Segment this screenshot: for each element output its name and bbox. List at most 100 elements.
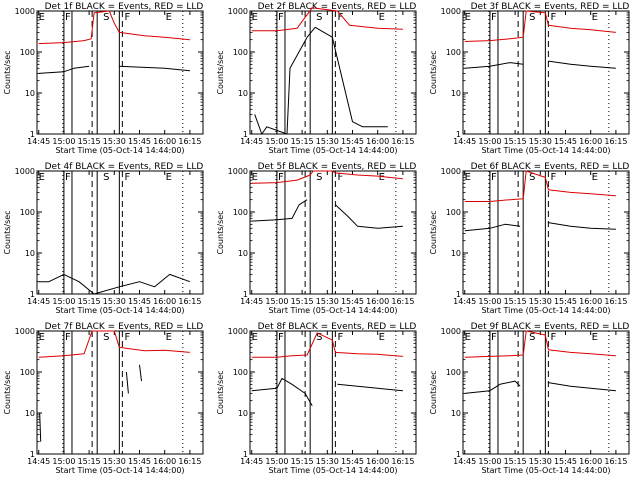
x-tick-label: 15:45 <box>128 297 151 306</box>
y-tick-label: 1000 <box>441 327 461 336</box>
series-line-2 <box>251 7 403 32</box>
x-tick-label: 15:15 <box>504 457 527 466</box>
x-tick-label: 16:15 <box>604 297 627 306</box>
x-tick-label: 15:00 <box>265 137 288 146</box>
x-tick-label: 16:00 <box>579 137 602 146</box>
series-line-2 <box>464 170 616 202</box>
y-axis-label: Counts/sec <box>216 210 225 254</box>
x-tick-label: 16:00 <box>153 137 176 146</box>
region-label: F <box>125 172 131 183</box>
y-tick-label: 1000 <box>441 167 461 176</box>
chart-panel-9: Det 9f BLACK = Events, RED = LLD 1 10 100 10… <box>429 322 630 475</box>
x-tick-label: 14:45 <box>240 297 263 306</box>
y-tick-label: 10 <box>25 89 35 98</box>
x-tick-label: 16:15 <box>178 297 201 306</box>
x-tick-label: 15:30 <box>103 137 126 146</box>
y-tick-label: 10 <box>238 409 248 418</box>
y-tick-label: 1000 <box>15 327 35 336</box>
y-tick-label: 1 <box>243 450 248 459</box>
y-tick-label: 1000 <box>228 327 248 336</box>
x-tick-label: 14:45 <box>27 297 50 306</box>
x-tick-label: 15:15 <box>504 137 527 146</box>
plot-frame <box>36 170 204 295</box>
series-line-2 <box>464 10 616 42</box>
y-tick-label: 1000 <box>441 7 461 16</box>
region-label: E <box>465 12 471 23</box>
region-label: S <box>316 172 322 183</box>
region-label: E <box>252 172 258 183</box>
region-label: F <box>65 332 71 343</box>
y-tick-label: 100 <box>446 368 461 377</box>
x-tick-label: 15:45 <box>341 297 364 306</box>
y-axis-label: Counts/sec <box>216 370 225 414</box>
region-label: E <box>379 12 385 23</box>
chart-title: Det 1f BLACK = Events, RED = LLD <box>45 2 204 12</box>
x-tick-label: 15:30 <box>529 457 552 466</box>
region-label: S <box>103 172 109 183</box>
y-tick-label: 10 <box>451 89 461 98</box>
chart-panel-5: Det 5f BLACK = Events, RED = LLD 1 10 100 10… <box>216 162 417 315</box>
x-tick-label: 15:30 <box>316 297 339 306</box>
x-tick-label: 16:15 <box>604 457 627 466</box>
x-tick-label: 14:45 <box>453 297 476 306</box>
x-tick-label: 15:00 <box>478 137 501 146</box>
chart-panel-7: Det 7f BLACK = Events, RED = LLD 1 10 100 10… <box>3 322 204 475</box>
x-tick-label: 15:45 <box>554 297 577 306</box>
y-tick-label: 10 <box>451 409 461 418</box>
region-label: E <box>379 332 385 343</box>
x-tick-label: 16:15 <box>391 457 414 466</box>
region-label: E <box>166 12 172 23</box>
y-tick-label: 100 <box>20 48 35 57</box>
x-tick-label: 14:45 <box>240 137 263 146</box>
x-tick-label: 14:45 <box>453 457 476 466</box>
y-tick-label: 10 <box>451 249 461 258</box>
y-tick-label: 1 <box>243 290 248 299</box>
x-tick-label: 14:45 <box>453 137 476 146</box>
x-tick-label: 15:45 <box>128 457 151 466</box>
region-label: F <box>125 332 131 343</box>
y-tick-label: 1 <box>456 450 461 459</box>
x-tick-label: 16:15 <box>604 137 627 146</box>
region-label: S <box>316 332 322 343</box>
x-axis-label: Start Time (05-Oct-14 14:44:00) <box>55 306 184 315</box>
x-axis-label: Start Time (05-Oct-14 14:44:00) <box>481 306 610 315</box>
y-tick-label: 1000 <box>15 7 35 16</box>
chart-title: Det 2f BLACK = Events, RED = LLD <box>258 2 417 12</box>
series-line-2 <box>464 330 616 358</box>
series-line-2 <box>38 10 190 45</box>
chart-title: Det 8f BLACK = Events, RED = LLD <box>258 322 417 332</box>
chart-title: Det 3f BLACK = Events, RED = LLD <box>471 2 630 12</box>
plot-frame <box>36 330 204 455</box>
series-line-1 <box>251 199 403 229</box>
x-axis-label: Start Time (05-Oct-14 14:44:00) <box>481 466 610 475</box>
y-axis-label: Counts/sec <box>429 210 438 254</box>
y-tick-label: 1000 <box>228 167 248 176</box>
chart-title: Det 4f BLACK = Events, RED = LLD <box>45 162 204 172</box>
region-label: E <box>592 12 598 23</box>
x-tick-label: 15:15 <box>291 297 314 306</box>
region-label: F <box>551 12 557 23</box>
y-axis-label: Counts/sec <box>429 370 438 414</box>
region-label: F <box>491 12 497 23</box>
x-tick-label: 15:15 <box>78 457 101 466</box>
x-tick-label: 15:15 <box>78 297 101 306</box>
x-tick-label: 16:15 <box>178 137 201 146</box>
region-label: F <box>338 172 344 183</box>
region-label: F <box>65 12 71 23</box>
x-tick-label: 15:30 <box>529 297 552 306</box>
y-tick-label: 100 <box>446 48 461 57</box>
y-tick-label: 1 <box>243 130 248 139</box>
region-label: S <box>103 332 109 343</box>
plot-frame <box>462 330 630 455</box>
x-tick-label: 15:00 <box>265 297 288 306</box>
y-tick-label: 10 <box>25 249 35 258</box>
region-label: F <box>278 172 284 183</box>
series-line-2 <box>251 170 403 184</box>
region-label: E <box>166 172 172 183</box>
x-tick-label: 15:15 <box>291 457 314 466</box>
region-label: E <box>252 12 258 23</box>
series-line-1 <box>464 222 616 232</box>
region-label: E <box>465 172 471 183</box>
y-tick-label: 1 <box>456 290 461 299</box>
